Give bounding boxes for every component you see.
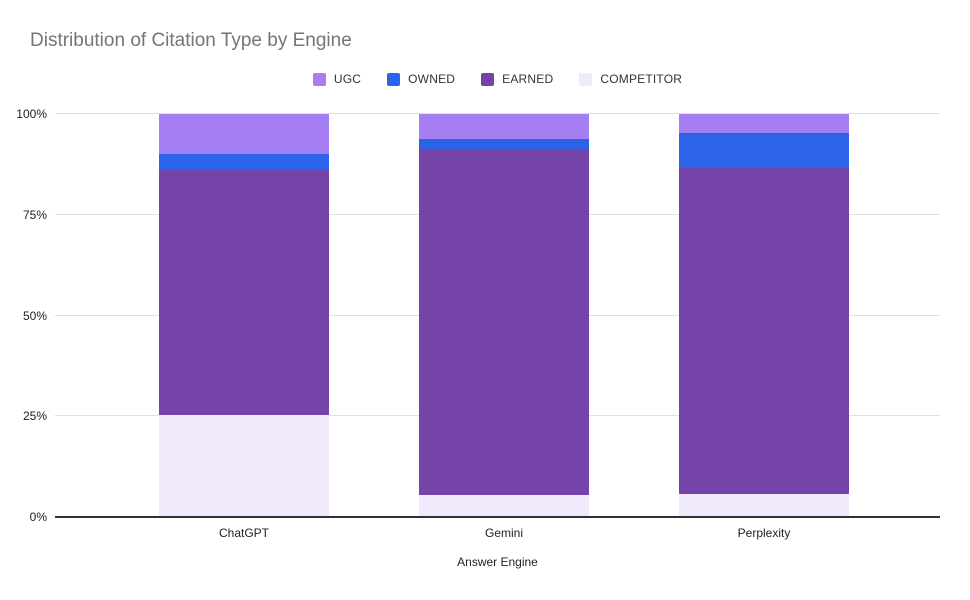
legend-item-earned: EARNED xyxy=(481,72,553,86)
y-tick-label-0%: 0% xyxy=(29,510,47,524)
bar-segment-earned xyxy=(419,149,589,495)
bar-segment-ugc xyxy=(159,114,329,155)
legend-label-owned: OWNED xyxy=(408,72,456,86)
legend-item-owned: OWNED xyxy=(387,72,455,86)
bar-segment-owned xyxy=(419,138,589,150)
bar-chatgpt xyxy=(159,114,329,517)
bar-perplexity xyxy=(679,114,849,517)
x-tick-label-gemini: Gemini xyxy=(484,526,523,540)
bar-segment-competitor xyxy=(679,493,849,517)
legend-swatch-ugc-icon xyxy=(312,72,326,86)
legend-swatch-competitor-icon xyxy=(579,72,593,86)
bar-segment-owned xyxy=(159,154,329,171)
legend-label-earned: EARNED xyxy=(502,72,554,86)
y-tick-label-50%: 50% xyxy=(22,308,47,323)
bar-gemini xyxy=(419,114,589,517)
chart-title: Distribution of Citation Type by Engine xyxy=(30,30,352,51)
legend-item-ugc: UGC xyxy=(312,72,362,86)
legend-label-competitor: COMPETITOR xyxy=(600,72,683,86)
y-tick-label-25%: 25% xyxy=(22,409,47,424)
x-tick-label-chatgpt: ChatGPT xyxy=(218,526,269,540)
legend-item-competitor: COMPETITOR xyxy=(579,72,682,86)
bar-segment-owned xyxy=(679,133,849,168)
bar-segment-earned xyxy=(159,170,329,416)
bar-segment-ugc xyxy=(679,114,849,134)
legend: UGC OWNED EARNED COMPETITOR xyxy=(55,71,940,87)
bar-segment-competitor xyxy=(419,494,589,517)
bar-segment-earned xyxy=(679,167,849,494)
gridline-100% xyxy=(55,113,940,114)
bar-segment-ugc xyxy=(419,114,589,139)
y-tick-label-100%: 100% xyxy=(16,107,47,121)
plot-area: 0% 25% 50% 75% 100% ChatGPT Gemini Perplexity xyxy=(16,107,940,540)
x-axis-title: Answer Engine xyxy=(457,555,538,569)
legend-swatch-owned-icon xyxy=(387,72,401,86)
x-axis-line xyxy=(55,516,940,518)
y-tick-label-75%: 75% xyxy=(22,207,47,222)
legend-swatch-earned-icon xyxy=(481,72,495,86)
x-tick-label-perplexity: Perplexity xyxy=(737,526,791,540)
bar-segment-competitor xyxy=(159,415,329,517)
legend-label-ugc: UGC xyxy=(333,72,362,86)
